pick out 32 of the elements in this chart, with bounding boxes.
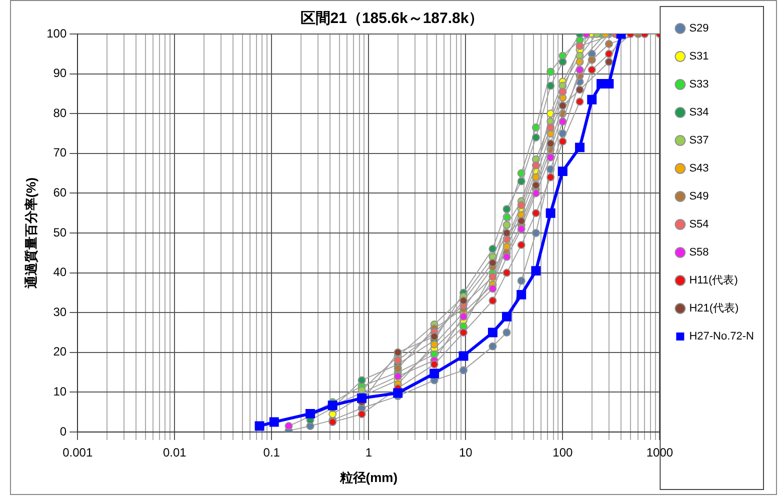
legend-label: S37 bbox=[689, 134, 709, 147]
y-tick-label: 40 bbox=[53, 265, 67, 280]
legend-label: S31 bbox=[689, 50, 709, 63]
legend-label: H21(代表) bbox=[689, 302, 739, 315]
x-axis-title: 粒径(mm) bbox=[338, 470, 398, 485]
y-axis-title: 通過質量百分率(%) bbox=[23, 177, 38, 290]
x-tick-label: 0.001 bbox=[62, 446, 93, 460]
y-tick-label: 0 bbox=[60, 424, 67, 438]
y-tick-label: 100 bbox=[46, 26, 67, 40]
x-tick-label: 0.1 bbox=[263, 446, 280, 460]
legend-label: S29 bbox=[689, 22, 709, 35]
y-tick-label: 10 bbox=[53, 384, 67, 399]
legend-label: S34 bbox=[689, 106, 709, 119]
x-tick-label: 100 bbox=[552, 446, 574, 460]
x-tick-label: 0.01 bbox=[162, 446, 187, 460]
y-tick-label: 20 bbox=[53, 344, 67, 359]
y-tick-label: 90 bbox=[53, 66, 67, 80]
legend-label: H11(代表) bbox=[689, 274, 738, 287]
x-tick-label: 10 bbox=[458, 446, 473, 460]
chart-title: 区間21（185.6k～187.8k） bbox=[300, 10, 484, 28]
legend-label: S54 bbox=[689, 218, 709, 231]
y-tick-label: 50 bbox=[53, 225, 67, 240]
legend-label: S33 bbox=[689, 78, 709, 91]
legend-label: S43 bbox=[689, 162, 709, 175]
y-tick-label: 30 bbox=[53, 304, 67, 319]
y-tick-label: 80 bbox=[53, 106, 67, 120]
x-tick-label: 1 bbox=[365, 446, 372, 460]
legend-label: S49 bbox=[689, 190, 709, 203]
legend-label: H27-No.72-N bbox=[689, 330, 754, 343]
y-tick-label: 60 bbox=[53, 186, 67, 200]
legend-label: S58 bbox=[689, 246, 709, 259]
y-tick-label: 70 bbox=[53, 146, 67, 160]
